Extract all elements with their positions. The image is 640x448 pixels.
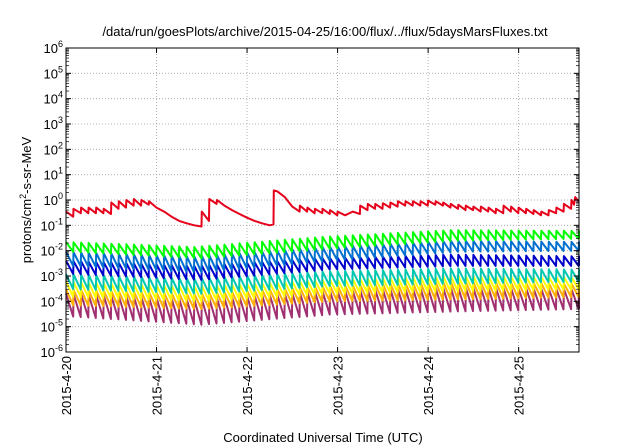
x-tick-label: 2015-4-25 (512, 356, 527, 415)
x-axis-label: Coordinated Universal Time (UTC) (223, 430, 422, 445)
y-tick-label: 102 (44, 140, 63, 157)
y-tick-label: 10-5 (41, 318, 63, 335)
x-tick-label: 2015-4-21 (150, 356, 165, 415)
y-tick-label: 101 (44, 166, 63, 183)
series-line (65, 280, 580, 310)
y-tick-label: 103 (44, 115, 63, 132)
y-tick-label: 104 (44, 90, 63, 107)
x-tick-label: 2015-4-22 (240, 356, 255, 415)
series-line (65, 275, 580, 303)
series-line (65, 253, 580, 281)
y-tick-label: 10-1 (41, 216, 63, 233)
y-tick-label: 105 (44, 64, 63, 81)
x-tick-label: 2015-4-24 (421, 356, 436, 415)
x-tick-label: 2015-4-23 (331, 356, 346, 415)
y-axis: 10-6 10-5 10-4 10-3 10-2 10-1 100 101 102 103 104 1… (41, 39, 579, 360)
x-axis: 2015-4-20 2015-4-21 2015-4-22 2015-4-23 2015… (59, 48, 527, 415)
series-layer (65, 189, 580, 326)
series-line (65, 286, 580, 326)
series-line (65, 267, 580, 295)
y-tick-label: 10-4 (41, 292, 63, 309)
y-tick-label: 10-2 (41, 242, 63, 259)
y-tick-label: 106 (44, 39, 63, 56)
y-tick-label: 100 (44, 191, 63, 208)
series-line (65, 239, 580, 274)
y-tick-label: 10-6 (41, 343, 63, 360)
y-tick-label: 10-3 (41, 267, 63, 284)
series-line (65, 229, 580, 260)
x-tick-label: 2015-4-20 (59, 356, 74, 415)
series-line (65, 189, 580, 228)
y-axis-label: protons/cm2-s-sr-MeV (18, 136, 34, 263)
chart-title: /data/run/goesPlots/archive/2015-04-25/1… (102, 24, 548, 39)
